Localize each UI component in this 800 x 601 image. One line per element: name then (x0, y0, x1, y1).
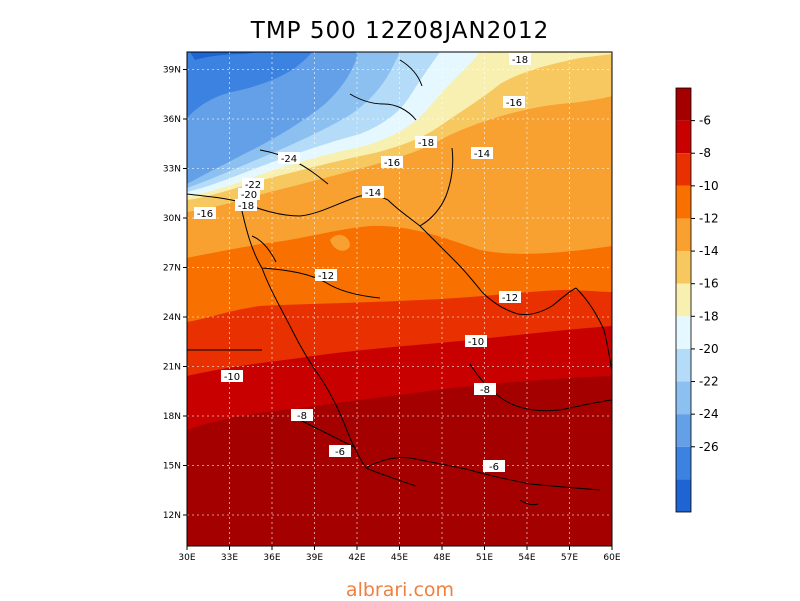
colorbar-label: -26 (699, 440, 719, 454)
lon-tick-label: 36E (263, 553, 280, 563)
svg-text:-8: -8 (480, 385, 490, 396)
contour-label: -6 (483, 460, 505, 473)
lon-tick-label: 54E (518, 553, 535, 563)
lat-tick-label: 27N (163, 264, 181, 274)
colorbar-label: -20 (699, 342, 719, 356)
contour-label: -18 (235, 199, 257, 212)
contour-label: -18 (415, 136, 437, 149)
lon-tick-label: 51E (476, 553, 493, 563)
svg-text:-16: -16 (197, 209, 213, 220)
cool-patch (330, 234, 350, 251)
svg-text:-16: -16 (506, 98, 522, 109)
lat-tick-label: 30N (163, 214, 181, 224)
lon-tick-label: 42E (348, 553, 365, 563)
colorbar-segment (676, 120, 691, 154)
colorbar-label: -16 (699, 277, 719, 291)
lat-tick-label: 24N (163, 313, 181, 323)
longitude-ticks: 30E 33E 36E 39E 42E 45E 48E 51E 54E 57E 60E (178, 546, 621, 563)
lat-tick-label: 15N (163, 462, 181, 472)
contour-label: -24 (278, 152, 300, 165)
contour-label: -14 (362, 186, 384, 199)
contour-label: -16 (194, 207, 216, 220)
lon-tick-label: 45E (391, 553, 408, 563)
colorbar-segment (676, 348, 691, 382)
colorbar-segment (676, 88, 691, 121)
svg-text:-6: -6 (489, 462, 499, 473)
colorbar-segment (676, 185, 691, 219)
colorbar-segment (676, 414, 691, 447)
lat-tick-label: 36N (163, 115, 181, 125)
colorbar-segment (676, 381, 691, 415)
lon-tick-label: 33E (221, 553, 238, 563)
colorbar-label: -6 (699, 114, 711, 128)
svg-text:-12: -12 (502, 293, 518, 304)
lon-tick-label: 39E (306, 553, 323, 563)
contour-labels: -18-16-18-16-14-24-22-20-18-16-14-12-12-… (194, 53, 531, 473)
lon-tick-label: 48E (433, 553, 450, 563)
colorbar-label: -24 (699, 407, 719, 421)
lat-tick-label: 18N (163, 412, 181, 422)
contour-label: -10 (221, 370, 243, 383)
contour-label: -8 (291, 409, 313, 422)
lat-tick-label: 33N (163, 165, 181, 175)
colorbar-label: -14 (699, 244, 719, 258)
contour-label: -18 (509, 53, 531, 66)
colorbar-label: -10 (699, 179, 719, 193)
svg-text:-12: -12 (318, 271, 334, 282)
lat-tick-label: 12N (163, 511, 181, 521)
svg-text:-10: -10 (468, 337, 484, 348)
colorbar-label: -12 (699, 211, 719, 225)
colorbar: -6 -8 -10 -12 -14 -16 -18 -20 -22 -24 -26 (675, 87, 719, 513)
warm-patch (538, 179, 560, 204)
svg-text:-16: -16 (384, 158, 400, 169)
svg-text:-18: -18 (238, 201, 254, 212)
contour-label: -12 (499, 291, 521, 304)
colorbar-segment (676, 316, 691, 349)
colorbar-label: -18 (699, 309, 719, 323)
colorbar-segment (676, 251, 691, 284)
contour-label: -14 (471, 147, 493, 160)
svg-text:-24: -24 (281, 154, 297, 165)
svg-text:-14: -14 (365, 188, 381, 199)
svg-text:-20: -20 (241, 190, 257, 201)
svg-text:-14: -14 (474, 149, 490, 160)
svg-text:-18: -18 (512, 55, 528, 66)
lon-tick-label: 60E (603, 553, 620, 563)
colorbar-segment (676, 283, 691, 317)
colorbar-segment (676, 479, 691, 512)
colorbar-segment (676, 153, 691, 186)
latitude-ticks: 12N 15N 18N 21N 24N 27N 30N 33N 36N 39N (163, 66, 187, 521)
svg-text:-22: -22 (245, 180, 261, 191)
colorbar-label: -8 (699, 146, 711, 160)
contour-label: -10 (465, 335, 487, 348)
lat-tick-label: 39N (163, 66, 181, 76)
colorbar-segment (676, 218, 691, 252)
svg-text:-10: -10 (224, 372, 240, 383)
chart-title: TMP 500 12Z08JAN2012 (250, 18, 550, 44)
cold-core (187, 52, 312, 118)
colorbar-segment (676, 446, 691, 480)
site-watermark: albrari.com (345, 579, 455, 601)
svg-text:-18: -18 (418, 138, 434, 149)
lon-tick-label: 30E (178, 553, 195, 563)
contour-label: -8 (474, 383, 496, 396)
contour-label: -20 (238, 188, 260, 201)
contour-label: -16 (503, 96, 525, 109)
colorbar-label: -22 (699, 375, 719, 389)
lon-tick-label: 57E (561, 553, 578, 563)
svg-text:-8: -8 (297, 411, 307, 422)
contour-label: -16 (381, 156, 403, 169)
svg-text:-6: -6 (335, 447, 345, 458)
contour-label: -22 (242, 178, 264, 191)
lat-tick-label: 21N (163, 363, 181, 373)
contour-label: -12 (315, 269, 337, 282)
gridlines (187, 52, 612, 546)
cold-core-inner (190, 52, 260, 60)
contour-label: -6 (329, 445, 351, 458)
